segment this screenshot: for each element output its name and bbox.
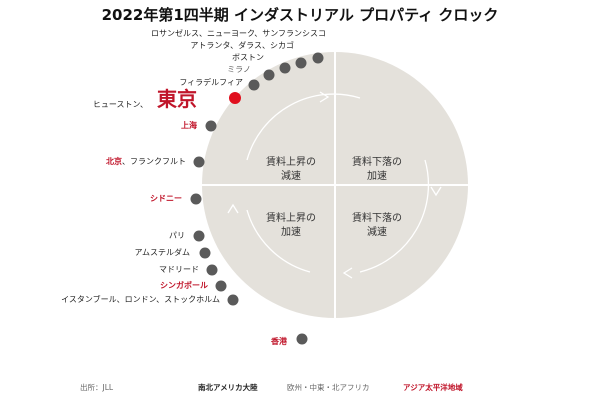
label-beijing: 北京 bbox=[106, 157, 122, 166]
legend-americas: 南北アメリカ大陸 bbox=[198, 383, 258, 392]
dot-singapore bbox=[215, 280, 227, 292]
dot-madrid bbox=[206, 264, 218, 276]
label-singapore: シンガポール bbox=[160, 281, 208, 290]
label-frankfurt: 、フランクフルト bbox=[122, 157, 186, 166]
quadrant-bottom-right-line2: 減速 bbox=[367, 227, 387, 238]
dot-beijing bbox=[193, 156, 205, 168]
source-note: 出所：JLL bbox=[80, 383, 114, 392]
dot-hongkong bbox=[296, 333, 308, 345]
label-istanbul: イスタンブール、ロンドン、ストックホルム bbox=[61, 295, 220, 304]
label-tokyo: 東京 bbox=[157, 87, 197, 111]
quadrant-bottom-right: 賃料下落の 減速 bbox=[342, 212, 412, 240]
label-boston: ボストン bbox=[232, 53, 264, 62]
quadrant-top-left-line2: 減速 bbox=[281, 171, 301, 182]
quadrant-bottom-left: 賃料上昇の 加速 bbox=[256, 212, 326, 240]
dot-paris bbox=[193, 230, 205, 242]
quadrant-top-right: 賃料下落の 加速 bbox=[342, 156, 412, 184]
dot-tokyo bbox=[229, 92, 241, 104]
dot-sydney bbox=[190, 193, 202, 205]
arrow-head-bottom bbox=[342, 267, 353, 279]
legend-apac: アジア太平洋地域 bbox=[403, 383, 463, 392]
label-houston: ヒューストン、 bbox=[92, 100, 148, 109]
label-shanghai: 上海 bbox=[181, 121, 197, 130]
quadrant-top-left-line1: 賃料上昇の bbox=[266, 157, 316, 168]
clockwise-arrow-ring bbox=[246, 93, 430, 273]
label-atl: アトランタ、ダラス、シカゴ bbox=[190, 41, 294, 50]
quadrant-bottom-left-line2: 加速 bbox=[281, 227, 301, 238]
label-paris: パリ bbox=[169, 231, 185, 240]
label-sydney: シドニー bbox=[150, 194, 182, 203]
dot-la-sf bbox=[312, 52, 324, 64]
label-la-sf: ロサンゼルス、ニューヨーク、サンフランシスコ bbox=[150, 29, 326, 38]
dot-phil bbox=[248, 79, 260, 91]
dot-amsterdam bbox=[199, 247, 211, 259]
label-milan: ミラノ bbox=[227, 65, 251, 74]
label-hongkong: 香港 bbox=[271, 337, 287, 346]
quadrant-top-left: 賃料上昇の 減速 bbox=[256, 156, 326, 184]
dot-milan bbox=[263, 69, 275, 81]
label-phil: フィラデルフィア bbox=[179, 78, 243, 87]
arrow-head-left bbox=[227, 203, 239, 214]
arrow-head-right bbox=[430, 186, 442, 197]
dot-istanbul bbox=[227, 294, 239, 306]
label-madrid: マドリード bbox=[159, 265, 199, 274]
dot-atl bbox=[295, 57, 307, 69]
label-beijing-frankfurt: 北京、フランクフルト bbox=[106, 157, 186, 167]
legend-emea: 欧州・中東・北アフリカ bbox=[287, 383, 370, 392]
quadrant-bottom-left-line1: 賃料上昇の bbox=[266, 213, 316, 224]
quadrant-top-right-line1: 賃料下落の bbox=[352, 157, 402, 168]
dot-boston bbox=[279, 62, 291, 74]
arrow-head-top bbox=[319, 91, 330, 103]
dot-shanghai bbox=[205, 120, 217, 132]
label-amsterdam: アムステルダム bbox=[134, 248, 190, 257]
quadrant-top-right-line2: 加速 bbox=[367, 171, 387, 182]
quadrant-bottom-right-line1: 賃料下落の bbox=[352, 213, 402, 224]
chart-title: 2022年第1四半期 インダストリアル プロパティ クロック bbox=[101, 6, 499, 24]
